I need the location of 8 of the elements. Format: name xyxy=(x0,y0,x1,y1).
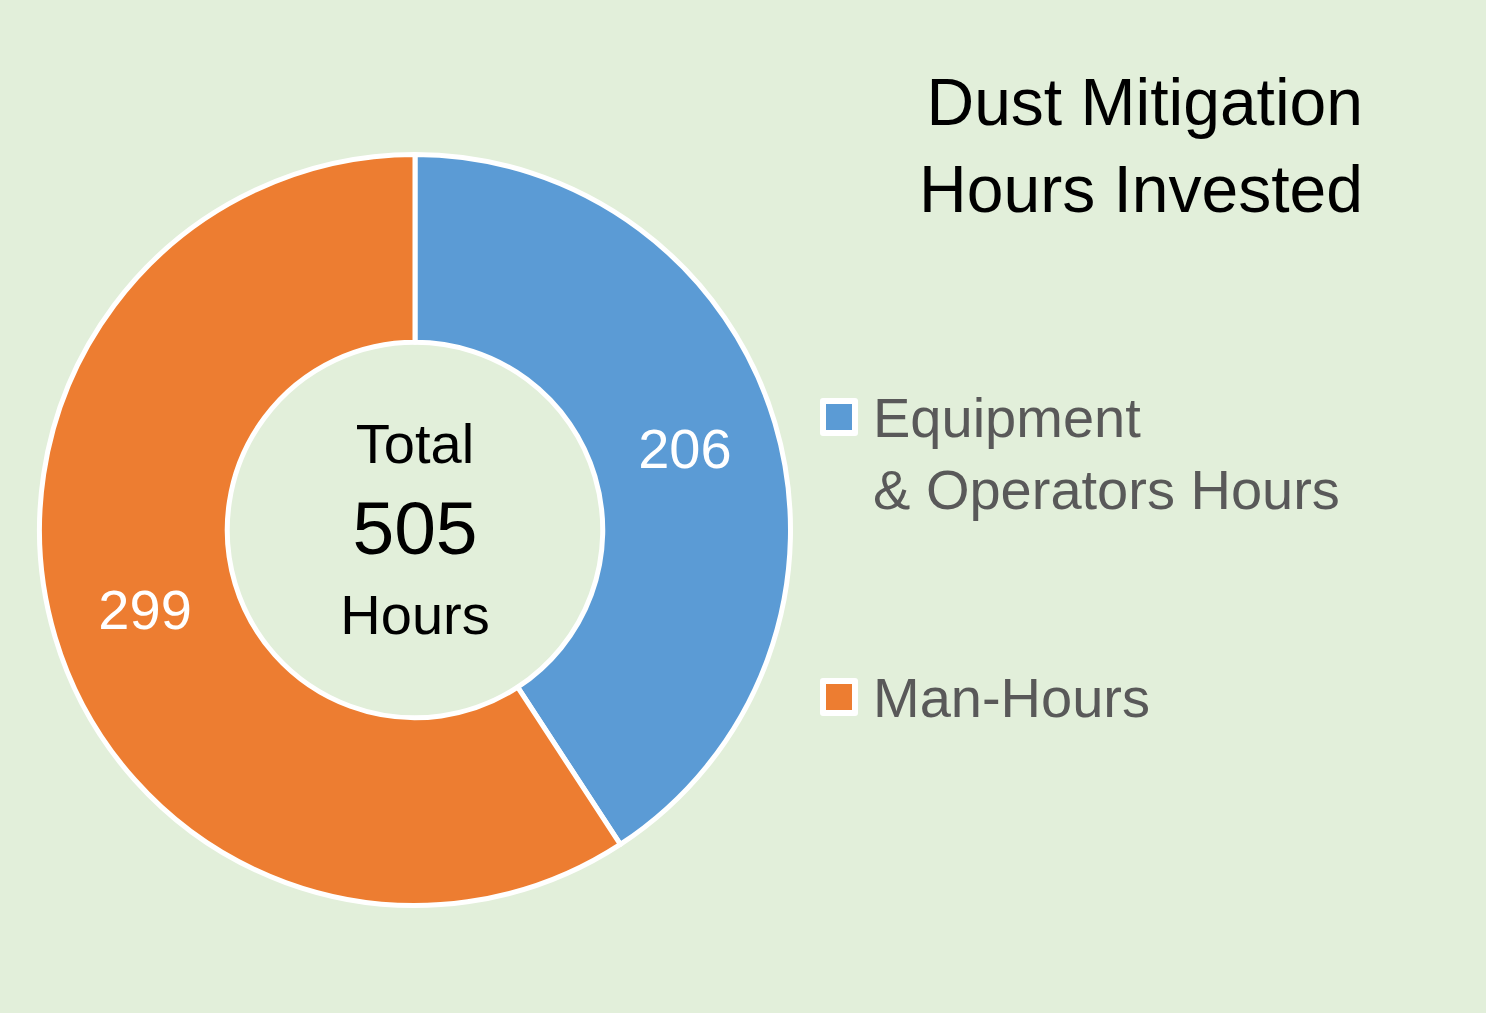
text: 505 xyxy=(352,485,478,570)
text: Total xyxy=(355,412,475,476)
data-label: 299 xyxy=(98,577,192,641)
legend-label: Man-Hours xyxy=(873,665,1150,731)
chart-title: Dust Mitigation Hours Invested xyxy=(918,64,1363,228)
text: Hours xyxy=(340,582,490,646)
data-label: 206 xyxy=(638,417,732,481)
legend-label: Equipment & Operators Hours xyxy=(873,385,1340,523)
